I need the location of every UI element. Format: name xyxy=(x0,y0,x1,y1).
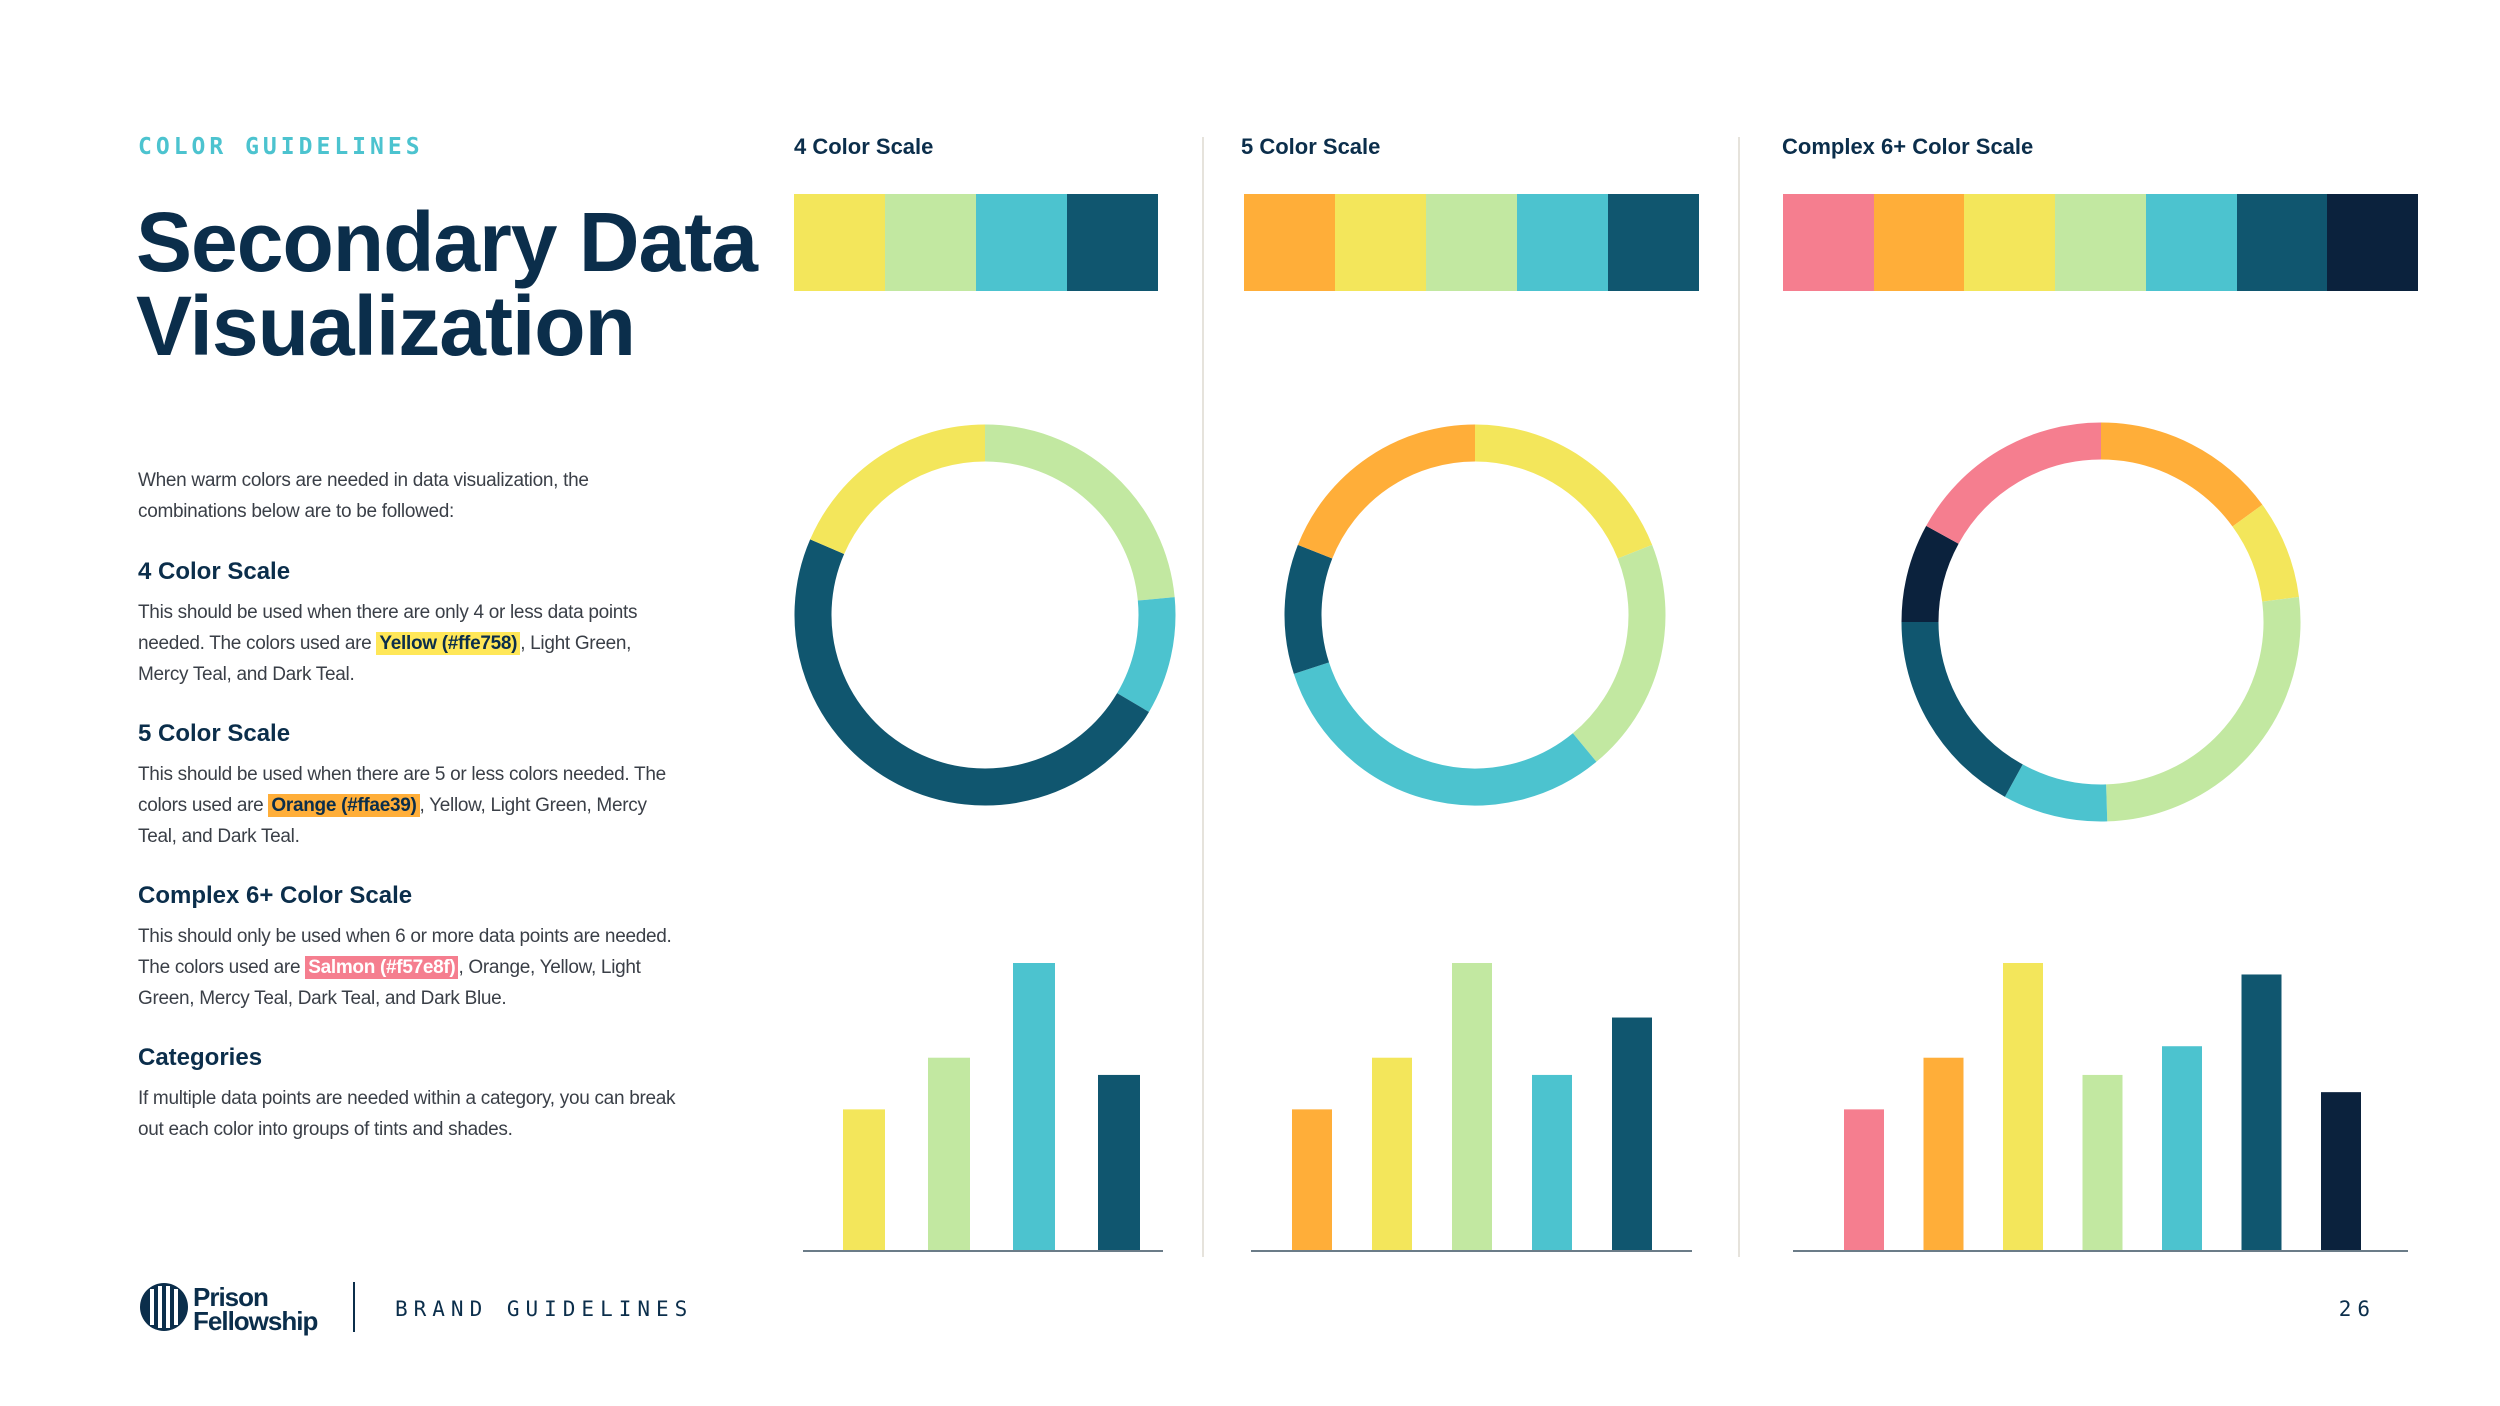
donut-segment xyxy=(1293,662,1597,806)
bar xyxy=(1098,1074,1140,1250)
bar xyxy=(1013,963,1055,1250)
donut-segment xyxy=(1926,422,2102,545)
bar xyxy=(1292,1109,1332,1250)
bar xyxy=(2003,963,2043,1250)
bar xyxy=(1612,1017,1652,1250)
bar xyxy=(1452,963,1492,1250)
column-title-4-color: 4 Color Scale xyxy=(794,134,934,159)
color-swatch xyxy=(1067,194,1158,291)
color-swatch xyxy=(2055,194,2146,291)
desc-complex-text-b: , Orange, Yellow, Light Green, Mercy Tea… xyxy=(138,957,641,1009)
color-swatch xyxy=(2145,194,2237,291)
desc-5-color-scale: This should be used when there are 5 or … xyxy=(138,759,678,852)
donut-segment xyxy=(1901,621,2024,797)
bar xyxy=(2162,1046,2202,1250)
bar xyxy=(1923,1057,1964,1250)
bar xyxy=(1372,1057,1412,1250)
column-divider xyxy=(1738,137,1740,1257)
donut-segment xyxy=(1297,424,1476,559)
donut-segment xyxy=(794,539,1149,806)
bar xyxy=(1532,1074,1572,1250)
desc-4-color-scale: This should be used when there are only … xyxy=(138,597,678,690)
color-swatch xyxy=(1873,194,1965,291)
donut-segment xyxy=(984,424,1175,601)
bar xyxy=(2321,1092,2361,1250)
color-swatch xyxy=(1426,194,1517,291)
color-swatch xyxy=(1608,194,1699,291)
swatch-row-4-color xyxy=(794,194,1158,291)
desc-4-text-b: , Light Green, Mercy Teal, and Dark Teal… xyxy=(138,633,632,685)
donut-segment xyxy=(1474,424,1653,559)
donut-segment xyxy=(810,424,986,555)
page-title: Secondary Data Visualization xyxy=(136,200,758,368)
color-swatch xyxy=(885,194,976,291)
color-swatch xyxy=(1244,194,1335,291)
orange-highlight: Orange (#ffae39) xyxy=(268,794,420,817)
bar xyxy=(1844,1109,1884,1250)
donut-segment xyxy=(1572,544,1666,762)
donut-segment xyxy=(2232,504,2299,603)
yellow-highlight: Yellow (#ffe758) xyxy=(376,632,521,655)
logo-wordmark: Prison Fellowship xyxy=(193,1282,318,1336)
bar xyxy=(928,1057,970,1250)
desc-4-text-a: This should be used when there are only … xyxy=(138,602,638,654)
swatch-row-5-color xyxy=(1244,194,1699,291)
desc-complex-text-a: This should only be used when 6 or more … xyxy=(138,926,672,978)
bar xyxy=(2241,974,2282,1250)
column-title-5-color: 5 Color Scale xyxy=(1241,134,1381,159)
page-title-line-1: Secondary Data xyxy=(136,195,758,289)
color-swatch xyxy=(2327,194,2419,291)
bar xyxy=(843,1109,885,1250)
donut-segment xyxy=(2105,597,2301,822)
column-title-complex-color: Complex 6+ Color Scale xyxy=(1782,134,2034,159)
desc-complex-color-scale: This should only be used when 6 or more … xyxy=(138,921,678,1014)
section-eyebrow: COLOR GUIDELINES xyxy=(138,134,424,160)
desc-categories: If multiple data points are needed withi… xyxy=(138,1088,676,1140)
page-title-line-2: Visualization xyxy=(136,279,636,373)
donut-segment xyxy=(1116,597,1176,712)
swatch-row-complex-color xyxy=(1783,194,2419,291)
heading-4-color-scale: 4 Color Scale xyxy=(138,558,291,585)
desc-5-text-a: This should be used when there are 5 or … xyxy=(138,764,666,816)
footer-label: BRAND GUIDELINES xyxy=(395,1297,694,1321)
donut-segment xyxy=(2100,422,2263,527)
heading-complex-color-scale: Complex 6+ Color Scale xyxy=(138,882,413,909)
logo-line-1: Prison xyxy=(193,1282,269,1312)
donut-segment xyxy=(1901,525,1959,623)
footer-separator xyxy=(353,1282,355,1332)
color-swatch xyxy=(1964,194,2056,291)
column-divider xyxy=(1202,137,1204,1257)
color-swatch xyxy=(1517,194,1608,291)
desc-5-text-b: , Yellow, Light Green, Mercy Teal, and D… xyxy=(138,795,647,847)
logo-line-2: Fellowship xyxy=(193,1306,318,1336)
color-swatch xyxy=(794,194,885,291)
intro-paragraph: When warm colors are needed in data visu… xyxy=(138,470,589,522)
color-swatch xyxy=(976,194,1067,291)
heading-5-color-scale: 5 Color Scale xyxy=(138,720,291,747)
donut-segment xyxy=(1284,544,1333,674)
bar xyxy=(2082,1074,2123,1250)
prison-fellowship-logo-icon xyxy=(140,1283,188,1331)
color-swatch xyxy=(2236,194,2328,291)
heading-categories: Categories xyxy=(138,1044,263,1071)
page-number: 26 xyxy=(2338,1297,2376,1321)
color-swatch xyxy=(1783,194,1874,291)
color-swatch xyxy=(1335,194,1426,291)
salmon-highlight: Salmon (#f57e8f) xyxy=(305,956,459,979)
donut-segment xyxy=(2004,764,2108,822)
